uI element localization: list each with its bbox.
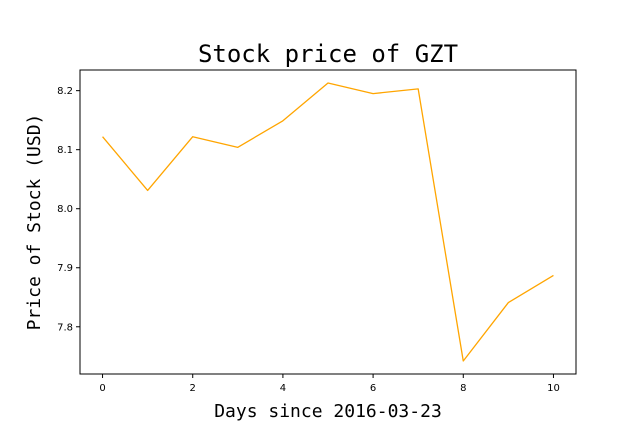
x-axis-ticks: 0 2 4 6 8 10 (99, 374, 560, 394)
x-tick-label: 4 (280, 383, 286, 394)
x-tick-label: 8 (460, 383, 466, 394)
y-tick-label: 7.9 (57, 263, 73, 274)
y-tick-label: 8.1 (57, 145, 73, 156)
y-axis-ticks: 7.8 7.9 8.0 8.1 8.2 (57, 86, 80, 333)
x-tick-label: 2 (190, 383, 196, 394)
chart-title: Stock price of GZT (198, 40, 458, 68)
plot-area-frame (79, 69, 577, 375)
y-tick-label: 7.8 (57, 322, 73, 333)
x-axis-label: Days since 2016-03-23 (214, 401, 442, 422)
x-tick-label: 10 (547, 383, 560, 394)
y-tick-label: 8.0 (57, 204, 73, 215)
x-tick-label: 0 (99, 383, 105, 394)
series-line (102, 82, 554, 362)
x-tick-label: 6 (370, 383, 376, 394)
series-layer (102, 82, 554, 362)
y-axis-label: Price of Stock (USD) (24, 114, 45, 331)
y-tick-label: 8.2 (57, 86, 73, 97)
